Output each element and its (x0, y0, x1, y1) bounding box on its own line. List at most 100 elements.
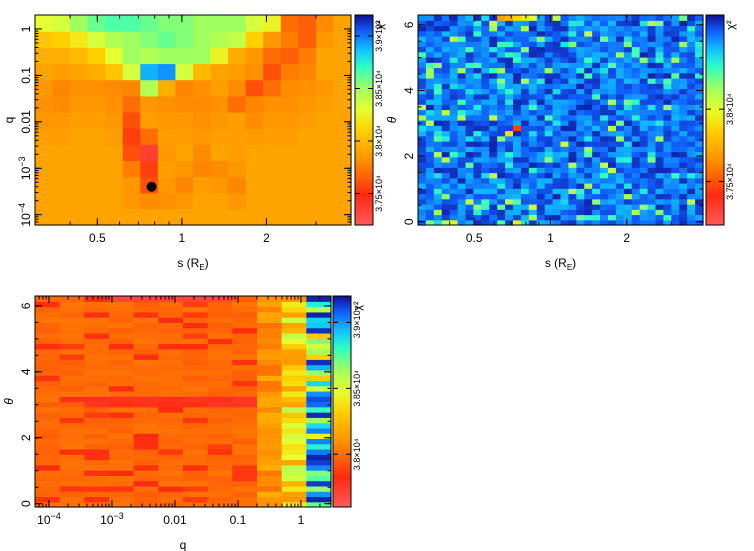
heatmap-cell (175, 47, 194, 65)
heatmap-cell (528, 167, 538, 174)
heatmap-cell (158, 401, 184, 408)
heatmap-cell (306, 354, 332, 360)
heatmap-cell (687, 177, 696, 184)
heatmap-cell (505, 167, 514, 174)
heatmap-cell (418, 93, 427, 100)
heatmap-cell (608, 193, 617, 200)
heatmap-cell (639, 177, 649, 184)
heatmap-cell (687, 172, 696, 179)
heatmap-cell (544, 125, 554, 132)
heatmap-cell (457, 78, 467, 84)
heatmap-cell (193, 128, 212, 145)
heatmap-cell (520, 104, 530, 111)
heatmap-cell (560, 99, 570, 105)
heatmap-cell (560, 36, 570, 42)
heatmap-cell (59, 327, 85, 334)
heatmap-cell (333, 15, 352, 32)
heatmap-cell (679, 167, 688, 174)
heatmap-cell (528, 36, 538, 42)
heatmap-cell (568, 162, 577, 168)
heatmap-cell (280, 192, 299, 210)
heatmap-cell (232, 311, 258, 318)
heatmap-cell (600, 78, 609, 84)
heatmap-cell (84, 443, 110, 450)
heatmap-cell (207, 501, 233, 508)
heatmap-cell (671, 78, 680, 84)
heatmap-cell (457, 99, 467, 105)
heatmap-cell (157, 192, 177, 210)
heatmap-cell (245, 95, 264, 113)
heatmap-cell (663, 120, 672, 126)
heatmap-cell (663, 114, 672, 121)
heatmap-cell (465, 167, 475, 174)
heatmap-cell (232, 448, 258, 455)
heatmap-cell (536, 93, 546, 100)
heatmap-cell (481, 15, 490, 21)
heatmap-cell (425, 141, 435, 147)
heatmap-cell (631, 93, 641, 100)
heatmap-cell (449, 167, 459, 174)
heatmap-cell (232, 417, 258, 424)
heatmap-cell (576, 120, 585, 126)
heatmap-cell (592, 162, 601, 168)
heatmap-cell (425, 120, 435, 126)
heatmap-cell (158, 501, 184, 508)
heatmap-cell (449, 141, 459, 147)
heatmap-cell (433, 25, 443, 32)
heatmap-cell (441, 120, 451, 126)
heatmap-cell (576, 57, 585, 63)
heatmap-cell (687, 167, 696, 174)
heatmap-cell (655, 167, 665, 174)
heatmap-cell (600, 25, 609, 32)
heatmap-cell (183, 417, 209, 424)
heatmap-cell (257, 480, 283, 487)
heatmap-cell (87, 128, 106, 145)
heatmap-cell (600, 51, 609, 58)
heatmap-cell (679, 214, 688, 221)
heatmap-cell (513, 188, 522, 195)
heatmap-cell (615, 209, 625, 216)
heatmap-cell (105, 176, 124, 194)
heatmap-cell (306, 338, 332, 345)
heatmap-cell (576, 198, 585, 205)
colorbar-title: χ² (725, 20, 737, 30)
heatmap-cell (489, 214, 498, 221)
heatmap-cell (639, 30, 649, 37)
heatmap-cell (623, 25, 633, 32)
heatmap-cell (433, 204, 443, 210)
heatmap-cell (687, 198, 696, 205)
heatmap-cell (457, 51, 467, 58)
heatmap-cell (207, 422, 233, 429)
heatmap-cell (59, 296, 85, 302)
heatmap-cell (433, 104, 443, 111)
heatmap-cell (109, 369, 135, 376)
y-axis-label: q (2, 117, 16, 124)
heatmap-cell (281, 475, 307, 482)
heatmap-cell (623, 188, 633, 195)
heatmap-cell (133, 348, 159, 355)
heatmap-cell (175, 128, 194, 145)
heatmap-cell (449, 57, 459, 63)
heatmap-cell (207, 311, 233, 318)
heatmap-cell (505, 219, 514, 226)
heatmap-cell (158, 464, 184, 471)
heatmap-cell (505, 172, 514, 179)
heatmap-cell (536, 88, 546, 95)
heatmap-cell (608, 204, 617, 210)
heatmap-cell (695, 162, 704, 168)
heatmap-cell (671, 188, 680, 195)
heatmap-cell (560, 72, 570, 79)
heatmap-cell (584, 188, 593, 195)
heatmap-cell (544, 72, 554, 79)
heatmap-cell (497, 125, 506, 132)
heatmap-cell (568, 209, 577, 216)
heatmap-cell (175, 79, 194, 97)
heatmap-cell (655, 78, 665, 84)
heatmap-cell (679, 51, 688, 58)
heatmap-cell (623, 51, 633, 58)
heatmap-cell (245, 160, 264, 178)
heatmap-cell (457, 209, 467, 216)
heatmap-cell (133, 390, 159, 397)
heatmap-cell (505, 125, 514, 132)
colorbar (332, 295, 352, 508)
